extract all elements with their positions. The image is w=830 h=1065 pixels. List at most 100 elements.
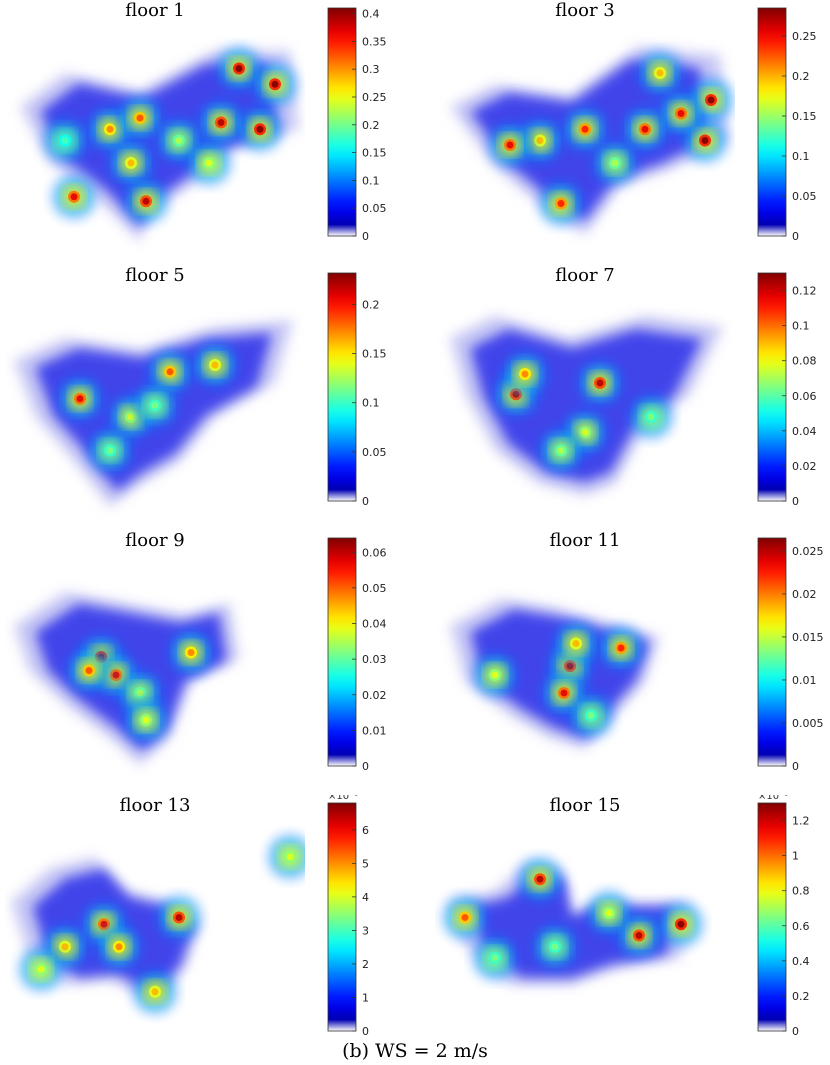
hotspot bbox=[605, 909, 613, 917]
colorbar-tick-label: 0 bbox=[362, 495, 369, 508]
hotspot bbox=[151, 402, 159, 409]
colorbar-gradient bbox=[757, 7, 787, 237]
colorbar-tick-label: 0.2 bbox=[362, 119, 380, 132]
hotspot bbox=[635, 932, 643, 939]
colorbar-tick-label: 0.15 bbox=[362, 147, 387, 160]
colorbar-tick-label: 0.02 bbox=[362, 689, 387, 702]
hotspot bbox=[175, 137, 183, 144]
colorbar-tick-label: 5 bbox=[362, 857, 369, 870]
colorbar-tick-label: 0.1 bbox=[362, 397, 380, 410]
hotspot bbox=[217, 119, 225, 126]
colorbar-tick-label: 0.05 bbox=[362, 582, 387, 595]
colorbar-gradient bbox=[757, 272, 787, 502]
hotspot bbox=[647, 413, 655, 421]
colorbar-tick-label: 0.05 bbox=[362, 202, 387, 215]
hotspot bbox=[557, 200, 565, 207]
colorbar-tick-label: 0.02 bbox=[792, 460, 817, 473]
hotspot bbox=[617, 644, 625, 652]
colorbar-gradient bbox=[327, 537, 357, 767]
colorbar-gradient bbox=[327, 272, 357, 502]
colorbar-tick-label: 0.01 bbox=[362, 724, 387, 737]
heatmap-plot bbox=[14, 320, 293, 507]
hotspot bbox=[491, 954, 499, 962]
panel-title: floor 11 bbox=[549, 530, 621, 551]
colorbar-gradient bbox=[327, 802, 357, 1032]
panel-title: floor 9 bbox=[125, 530, 185, 551]
colorbar-exponent: ×10⁻³ bbox=[328, 795, 358, 802]
colorbar-tick-label: 0.1 bbox=[792, 150, 810, 163]
colorbar-tick-label: 0 bbox=[792, 495, 799, 508]
colorbar-tick-label: 0.15 bbox=[792, 110, 817, 123]
colorbar-tick-label: 0.35 bbox=[362, 35, 387, 48]
panel-title: floor 5 bbox=[125, 265, 185, 286]
hotspot bbox=[235, 65, 243, 72]
colorbar-tick-label: 0.2 bbox=[362, 298, 380, 311]
floor-panel: floor 7 0 0.02 0.04 0.06 0.08 0.1 0.12 bbox=[430, 265, 830, 525]
panel-title: floor 15 bbox=[549, 795, 621, 816]
colorbar-tick-label: 0.06 bbox=[792, 390, 817, 403]
hotspot bbox=[256, 125, 264, 133]
hotspot bbox=[461, 914, 469, 921]
colorbar-tick-label: 0.25 bbox=[792, 30, 817, 43]
colorbar-tick-label: 0.025 bbox=[792, 545, 824, 558]
hotspot bbox=[85, 667, 93, 674]
hotspot bbox=[151, 988, 159, 996]
colorbar-tick-label: 0.3 bbox=[362, 63, 380, 76]
heatmap-plot bbox=[443, 857, 703, 985]
hotspot bbox=[61, 943, 69, 951]
hotspot bbox=[491, 671, 499, 679]
heatmap-plot bbox=[450, 598, 660, 750]
colorbar-tick-label: 0.005 bbox=[792, 717, 824, 730]
colorbar: 0 1 2 3 4 5 6 ×10⁻³ bbox=[327, 795, 369, 1038]
colorbar-tick-label: 0.02 bbox=[792, 588, 817, 601]
colorbar: 0 0.005 0.01 0.015 0.02 0.025 bbox=[757, 537, 824, 773]
panel-title: floor 1 bbox=[125, 0, 185, 21]
heatmap-plot bbox=[450, 46, 733, 235]
hotspot bbox=[136, 689, 144, 697]
floor-panel: floor 3 0 0.05 0.1 0.15 0.2 0.25 bbox=[430, 0, 830, 260]
hotspot bbox=[506, 141, 514, 149]
colorbar-tick-label: 0 bbox=[792, 230, 799, 243]
colorbar-tick-label: 6 bbox=[362, 824, 369, 837]
hotspot bbox=[142, 197, 150, 205]
hotspot bbox=[701, 137, 709, 144]
colorbar-tick-label: 0 bbox=[362, 230, 369, 243]
hotspot bbox=[37, 965, 45, 973]
colorbar-tick-label: 0.4 bbox=[362, 8, 380, 21]
colorbar-tick-label: 0 bbox=[792, 1025, 799, 1038]
floor-panel: floor 11 0 0.005 0.01 0.015 0.02 0.025 bbox=[430, 530, 830, 790]
colorbar-tick-label: 0 bbox=[362, 1025, 369, 1038]
colorbar-tick-label: 0.01 bbox=[792, 674, 817, 687]
heatmap-plot bbox=[20, 46, 299, 242]
colorbar-tick-label: 1 bbox=[792, 850, 799, 863]
hotspot bbox=[211, 361, 219, 369]
colorbar-gradient bbox=[757, 802, 787, 1032]
hotspot bbox=[115, 943, 123, 951]
colorbar-tick-label: 0.6 bbox=[792, 920, 810, 933]
hotspot bbox=[271, 80, 279, 88]
figure-caption: (b) WS = 2 m/s bbox=[342, 1040, 488, 1062]
hotspot bbox=[581, 125, 589, 133]
hotspot bbox=[61, 137, 69, 144]
hotspot bbox=[557, 447, 565, 454]
hotspot bbox=[205, 159, 213, 167]
hotspot bbox=[611, 159, 619, 167]
colorbar-tick-label: 0.05 bbox=[362, 446, 387, 459]
panel-title: floor 7 bbox=[555, 265, 615, 286]
colorbar-tick-label: 0.2 bbox=[792, 70, 810, 83]
floor-panel: floor 13 0 1 2 3 4 5 6 ×10⁻³ bbox=[0, 795, 400, 1055]
colorbar: 0 0.2 0.4 0.6 0.8 1 1.2 ×10⁻³ bbox=[757, 795, 810, 1038]
heatmap-plot bbox=[450, 315, 723, 496]
colorbar-tick-label: 0.05 bbox=[792, 190, 817, 203]
hotspot bbox=[136, 114, 144, 122]
hotspot bbox=[76, 395, 84, 403]
colorbar-tick-label: 1 bbox=[362, 991, 369, 1004]
colorbar-tick-label: 0.12 bbox=[792, 285, 817, 298]
colorbar-tick-label: 0.1 bbox=[792, 320, 810, 333]
colorbar: 0 0.05 0.1 0.15 0.2 0.25 0.3 0.35 0.4 bbox=[327, 8, 387, 243]
hotspot bbox=[175, 914, 183, 921]
hotspot bbox=[521, 370, 529, 378]
hotspot bbox=[70, 193, 78, 201]
colorbar-tick-label: 0.15 bbox=[362, 348, 387, 361]
hotspot bbox=[551, 943, 559, 951]
